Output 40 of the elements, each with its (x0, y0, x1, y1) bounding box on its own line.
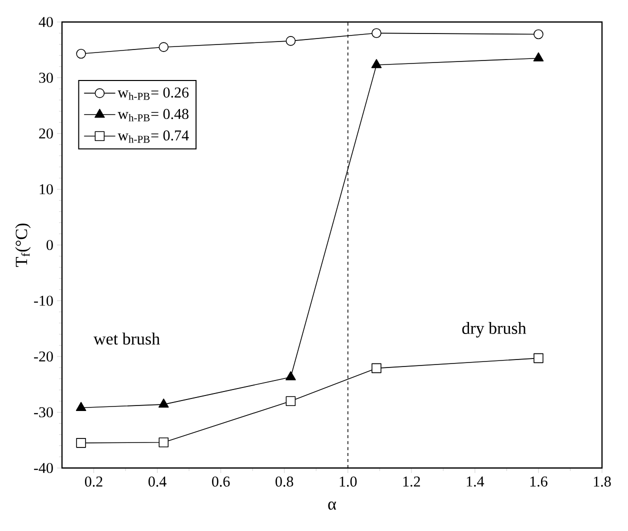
point (534, 29, 544, 40)
y-tick-label: -40 (34, 462, 53, 474)
point (286, 36, 296, 46)
point (158, 437, 169, 448)
annotation: dry brush (462, 322, 526, 338)
x-tick-label: 1.0 (340, 476, 357, 487)
x-tick-label: 0.2 (84, 476, 102, 487)
point (534, 353, 544, 364)
y-axis-title: T$_{f}$(°C) (15, 224, 31, 267)
x-tick-label: 0.6 (212, 476, 230, 487)
x-tick-label: 1.2 (403, 476, 420, 487)
x-tick-label: 1.8 (594, 476, 611, 487)
y-tick-label: -20 (34, 351, 53, 362)
x-tick-label: 0.8 (276, 476, 294, 487)
point (372, 28, 382, 38)
x-axis-title: α (328, 502, 336, 510)
y-tick-label: -30 (34, 407, 53, 418)
y-tick-label: 10 (40, 184, 53, 194)
annotation: wet brush (94, 332, 160, 345)
point (372, 363, 382, 374)
point (158, 42, 169, 52)
legend-label: w$_{h-PB}$= 0.26 (118, 87, 189, 100)
point (533, 52, 544, 62)
point (158, 398, 169, 408)
x-tick-label: 0.4 (148, 476, 166, 487)
point (76, 48, 86, 59)
y-tick-label: 40 (38, 16, 53, 28)
point (286, 371, 296, 380)
y-tick-label: 30 (39, 72, 53, 83)
y-tick-label: 20 (39, 128, 53, 139)
point (286, 396, 296, 406)
point (76, 438, 86, 448)
x-tick-label: 1.4 (466, 476, 484, 487)
point (76, 402, 86, 411)
legend-label: w$_{h-PB}$= 0.74 (118, 130, 189, 143)
y-tick-label: -10 (34, 296, 53, 306)
legend-label: w$_{h-PB}$= 0.48 (118, 108, 188, 122)
y-tick-label: 0 (46, 240, 53, 250)
point (371, 59, 382, 68)
x-tick-label: 1.6 (530, 476, 548, 487)
